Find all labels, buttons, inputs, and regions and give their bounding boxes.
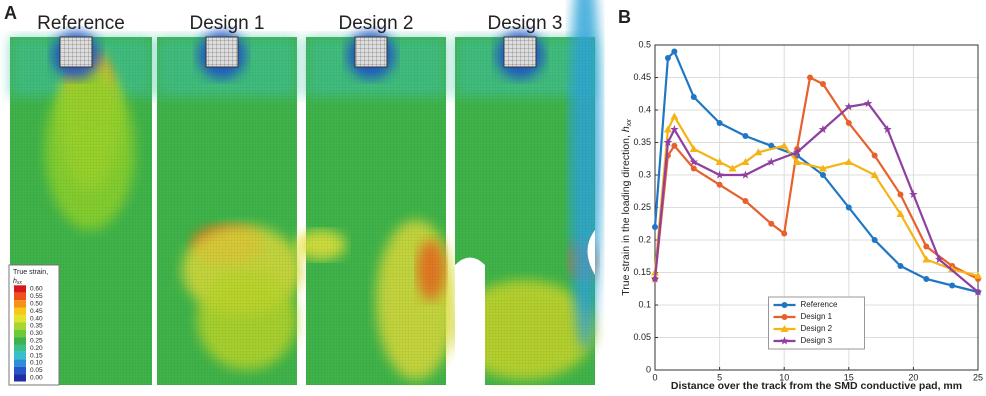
- legend-level: 0.30: [30, 330, 43, 337]
- y-tick-label: 0.45: [633, 72, 651, 82]
- marker: [820, 172, 826, 178]
- legend-swatch: [14, 359, 26, 366]
- marker: [872, 153, 878, 159]
- legend-swatch: [14, 330, 26, 337]
- marker: [781, 231, 787, 237]
- y-tick-label: 0.15: [633, 267, 651, 277]
- legend-level: 0.15: [30, 352, 43, 359]
- pad-mesh: [355, 37, 387, 67]
- legend-swatch: [14, 345, 26, 352]
- panel-label: B: [618, 7, 631, 27]
- legend-label: Design 2: [801, 324, 833, 333]
- legend-level: 0.35: [30, 323, 43, 330]
- marker: [846, 120, 852, 126]
- panel-title: Design 3: [488, 13, 563, 34]
- mesh-overlay: [306, 37, 446, 385]
- y-tick-label: 0.3: [638, 169, 651, 179]
- legend-label: Design 3: [801, 336, 833, 345]
- x-tick-label: 25: [973, 372, 983, 382]
- marker: [872, 237, 878, 243]
- y-tick-label: 0.2: [638, 234, 651, 244]
- x-axis-label: Distance over the track from the SMD con…: [671, 380, 962, 392]
- notch: [455, 258, 485, 386]
- legend-level: 0.55: [30, 293, 43, 300]
- legend-level: 0.00: [30, 375, 43, 382]
- marker: [691, 94, 697, 100]
- y-tick-label: 0.25: [633, 202, 651, 212]
- marker: [717, 182, 723, 188]
- y-tick-label: 0.1: [638, 299, 651, 309]
- y-axis-label: True strain in the loading direction,hxx: [620, 119, 633, 296]
- legend-swatch: [14, 285, 26, 292]
- legend-swatch: [14, 293, 26, 300]
- panel-label: A: [4, 3, 17, 23]
- label-part: xx: [626, 119, 633, 128]
- legend-level: 0.60: [30, 286, 43, 293]
- marker: [807, 75, 813, 81]
- legend-level: 0.25: [30, 338, 43, 345]
- y-tick-label: 0.35: [633, 137, 651, 147]
- legend-level: 0.45: [30, 308, 43, 315]
- marker: [742, 133, 748, 139]
- marker: [923, 244, 929, 250]
- y-tick-label: 0.05: [633, 332, 651, 342]
- legend-level: 0.20: [30, 345, 43, 352]
- legend-label: Design 1: [801, 312, 833, 321]
- legend-swatch: [14, 322, 26, 329]
- legend-level: 0.40: [30, 315, 43, 322]
- contour-panels: Reference Design 1 Design 2 Design 3 True st…: [9, 0, 601, 385]
- legend-swatch: [14, 308, 26, 315]
- marker: [949, 283, 955, 289]
- marker: [782, 314, 788, 320]
- legend-level: 0.05: [30, 367, 43, 374]
- marker: [671, 49, 677, 55]
- figure: A Reference Design 1 Design 2 Design 3 True …: [0, 0, 986, 396]
- contour-image: Design 2: [296, 13, 456, 385]
- pad-mesh: [60, 37, 92, 67]
- label-part: True strain in the loading direction,: [620, 135, 632, 296]
- x-tick-label: 0: [652, 372, 657, 382]
- marker: [846, 205, 852, 211]
- marker: [782, 302, 788, 308]
- contour-image: Design 1: [157, 13, 302, 385]
- marker: [923, 276, 929, 282]
- marker: [897, 263, 903, 269]
- legend-level: 0.10: [30, 360, 43, 367]
- marker: [665, 55, 671, 61]
- marker: [652, 224, 658, 230]
- panel-title: Design 2: [339, 13, 414, 34]
- legend-level: 0.50: [30, 301, 43, 308]
- legend-swatch: [14, 315, 26, 322]
- legend-swatch: [14, 352, 26, 359]
- legend-swatch: [14, 300, 26, 307]
- y-tick-label: 0.5: [638, 39, 651, 49]
- marker: [820, 81, 826, 87]
- panel-title: Design 1: [190, 13, 265, 34]
- marker: [897, 192, 903, 198]
- legend-swatch: [14, 337, 26, 344]
- legend-swatch: [14, 374, 26, 381]
- legend-swatch: [14, 367, 26, 374]
- pad-mesh: [206, 37, 238, 67]
- marker: [768, 221, 774, 227]
- y-tick-label: 0.4: [638, 104, 651, 114]
- legend-title: True strain,: [13, 269, 48, 276]
- mesh-overlay: [157, 37, 297, 385]
- colorbar-legend: True strain,hxx0.600.550.500.450.400.350…: [9, 265, 59, 385]
- marker: [691, 166, 697, 172]
- marker: [717, 120, 723, 126]
- panel-title: Reference: [37, 13, 125, 34]
- legend: Reference Design 1 Design 2 Design 3: [769, 297, 865, 349]
- legend-label: Reference: [801, 300, 838, 309]
- marker: [671, 143, 677, 149]
- pad-mesh: [504, 37, 536, 67]
- marker: [742, 198, 748, 204]
- y-tick-label: 0: [646, 364, 651, 374]
